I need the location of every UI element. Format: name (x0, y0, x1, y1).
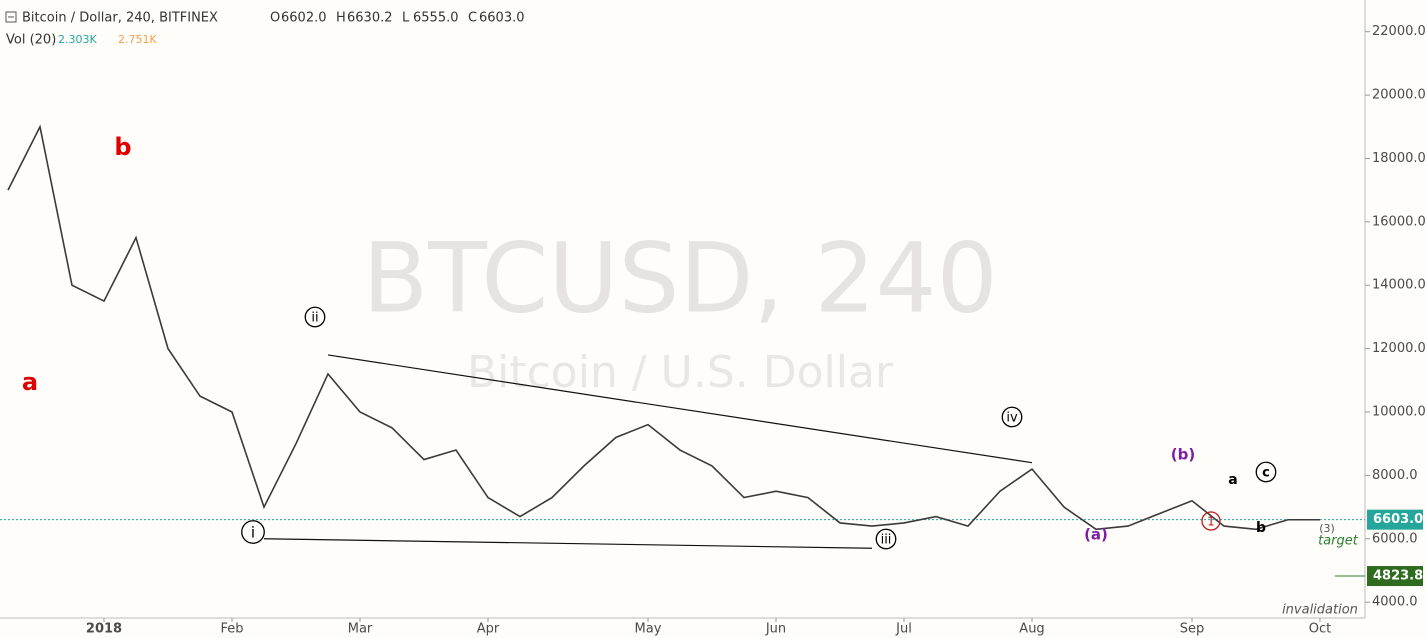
wave-label: a (22, 368, 38, 396)
volume-value: 2.303K (58, 33, 97, 46)
wave-circle (1201, 511, 1221, 531)
x-tick-label: Jul (895, 622, 912, 637)
x-tick-label: Oct (1309, 622, 1331, 637)
chart-title: Bitcoin / Dollar, 240, BITFINEX (22, 11, 218, 26)
wave-label: c (1262, 466, 1270, 481)
wave-circle (304, 306, 326, 328)
target-price-label: 4823.8 (1373, 569, 1423, 584)
x-tick-label: Aug (1019, 622, 1044, 637)
last-price-box (1367, 509, 1423, 530)
y-tick-label: 10000.0 (1372, 405, 1426, 420)
x-tick-label: Jun (765, 622, 786, 637)
collapse-icon[interactable] (5, 11, 17, 23)
price-line (7, 124, 1320, 531)
ohlc-value: 6555.0 (413, 11, 459, 26)
x-tick-label: May (635, 622, 662, 637)
wave-circle (875, 528, 897, 550)
y-tick-label: 22000.0 (1372, 24, 1426, 39)
wave-circle (241, 520, 265, 544)
wave-label: iv (1006, 411, 1018, 426)
wave-label: (3) (1319, 522, 1335, 535)
wave-label: iii (881, 533, 892, 548)
trendline (327, 354, 1033, 464)
wave-label: ii (311, 311, 318, 326)
wave-label: 1 (1207, 515, 1215, 529)
y-tick-label: 18000.0 (1372, 151, 1426, 166)
wave-label: a (1228, 472, 1237, 488)
x-tick-label: Apr (477, 622, 500, 637)
target-price-box (1367, 566, 1423, 587)
ohlc-value: 6602.0 (281, 11, 327, 26)
wave-circle (1255, 461, 1277, 483)
wave-label: target (1318, 534, 1359, 549)
y-tick-label: 8000.0 (1372, 468, 1418, 483)
x-tick-label: Feb (220, 622, 243, 637)
wave-label: (b) (1171, 446, 1195, 464)
ohlc-value: 6630.2 (347, 11, 393, 26)
trendline (263, 538, 873, 549)
wave-label: i (251, 524, 255, 542)
x-tick-label: Sep (1180, 622, 1205, 637)
y-tick-label: 12000.0 (1372, 341, 1426, 356)
wave-label: (a) (1084, 526, 1108, 544)
y-tick-label: 20000.0 (1372, 88, 1426, 103)
wave-label: b (1256, 520, 1266, 536)
ohlc-label: L (402, 11, 410, 26)
x-tick-label: 2018 (86, 622, 122, 637)
volume-value: 2.751K (118, 33, 157, 46)
y-tick-label: 4000.0 (1372, 595, 1418, 610)
watermark: BTCUSD, 240 (362, 222, 997, 334)
wave-label: b (114, 133, 131, 161)
y-tick-label: 6000.0 (1372, 531, 1418, 546)
y-tick-label: 16000.0 (1372, 214, 1426, 229)
ohlc-label: O (270, 11, 280, 26)
ohlc-value: 6603.0 (479, 11, 525, 26)
ohlc-label: C (468, 11, 477, 26)
x-tick-label: Mar (348, 622, 373, 637)
wave-label: invalidation (1282, 603, 1358, 618)
watermark-subtitle: Bitcoin / U.S. Dollar (467, 347, 894, 398)
ohlc-label: H (336, 11, 346, 26)
volume-label: Vol (20) (6, 33, 56, 48)
wave-circle (1001, 406, 1023, 428)
last-price-label: 6603.0 (1373, 512, 1423, 527)
y-tick-label: 14000.0 (1372, 278, 1426, 293)
